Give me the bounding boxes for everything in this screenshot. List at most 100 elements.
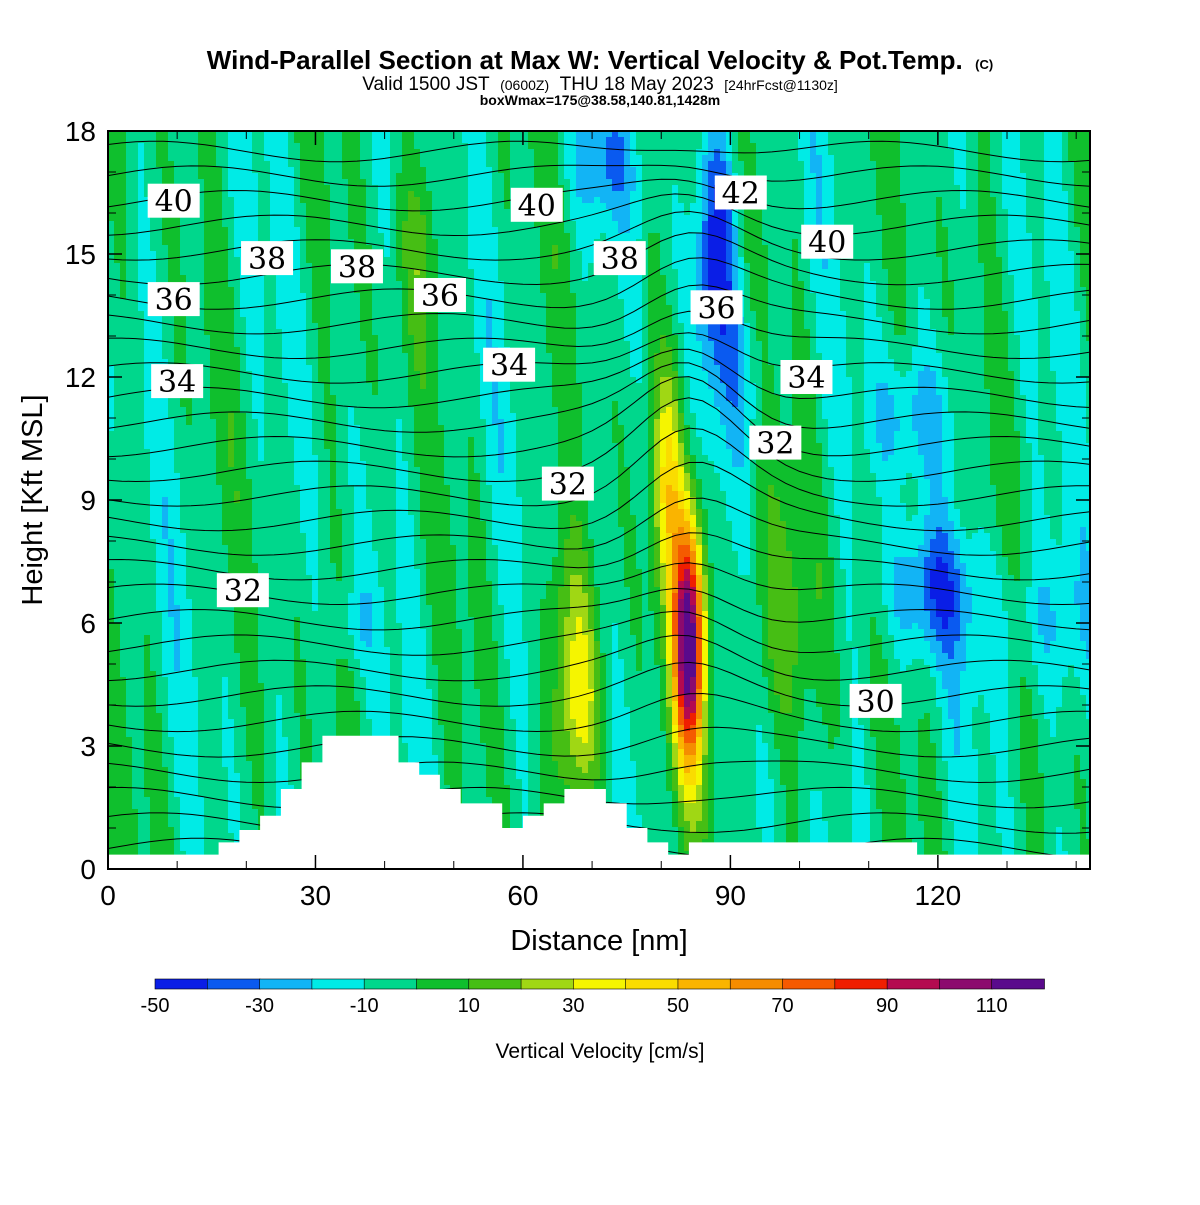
velocity-cell [144,149,151,156]
velocity-cell [636,149,643,156]
velocity-cell [162,149,169,156]
velocity-cell [336,215,343,222]
velocity-cell [1014,299,1021,306]
velocity-cell [1044,149,1051,156]
velocity-cell [222,227,229,234]
velocity-cell [1068,191,1075,198]
velocity-cell [498,281,505,288]
velocity-cell [414,251,421,258]
velocity-cell [474,137,481,144]
velocity-cell [852,245,859,252]
velocity-cell [306,239,313,246]
velocity-cell [894,215,901,222]
velocity-cell [624,155,631,162]
velocity-cell [912,149,919,156]
velocity-cell [492,197,499,204]
velocity-cell [978,191,985,198]
velocity-cell [684,185,691,192]
velocity-cell [984,197,991,204]
velocity-cell [690,167,697,174]
velocity-cell [1068,251,1075,258]
velocity-cell [600,173,607,180]
velocity-cell [810,161,817,168]
velocity-cell [312,299,319,306]
velocity-cell [636,281,643,288]
velocity-cell [564,155,571,162]
velocity-cell [312,257,319,264]
velocity-cell [192,275,199,282]
velocity-cell [822,281,829,288]
velocity-cell [276,209,283,216]
velocity-cell [678,269,685,276]
velocity-cell [858,251,865,258]
velocity-cell [942,149,949,156]
velocity-cell [336,227,343,234]
velocity-cell [510,305,517,312]
velocity-cell [984,287,991,294]
velocity-cell [618,209,625,216]
velocity-cell [1080,197,1087,204]
velocity-cell [834,143,841,150]
velocity-cell [930,197,937,204]
velocity-cell [282,311,289,318]
velocity-cell [912,227,919,234]
velocity-cell [774,257,781,264]
velocity-cell [1086,179,1090,186]
velocity-cell [888,275,895,282]
velocity-cell [768,215,775,222]
velocity-cell [444,197,451,204]
velocity-cell [426,209,433,216]
velocity-cell [306,203,313,210]
velocity-cell [600,275,607,282]
velocity-cell [120,155,127,162]
velocity-cell [432,173,439,180]
velocity-cell [222,215,229,222]
velocity-cell [1062,287,1069,294]
velocity-cell [408,155,415,162]
velocity-cell [648,227,655,234]
velocity-cell [1074,131,1081,138]
velocity-cell [216,155,223,162]
velocity-cell [726,131,733,138]
velocity-cell [882,239,889,246]
velocity-cell [312,215,319,222]
velocity-cell [840,155,847,162]
velocity-cell [1020,233,1027,240]
velocity-cell [540,137,547,144]
velocity-cell [930,263,937,270]
velocity-cell [474,281,481,288]
velocity-cell [396,197,403,204]
velocity-cell [1002,215,1009,222]
velocity-cell [882,215,889,222]
velocity-cell [480,305,487,312]
velocity-cell [414,209,421,216]
velocity-cell [984,239,991,246]
velocity-cell [924,149,931,156]
velocity-cell [924,245,931,252]
velocity-cell [696,197,703,204]
velocity-cell [444,221,451,228]
chart-title-tag: (C) [975,57,993,72]
velocity-cell [978,263,985,270]
velocity-cell [774,239,781,246]
velocity-cell [732,257,739,264]
velocity-cell [462,161,469,168]
velocity-cell [144,179,151,186]
velocity-cell [600,305,607,312]
velocity-cell [504,233,511,240]
velocity-cell [336,239,343,246]
velocity-cell [234,137,241,144]
velocity-cell [480,221,487,228]
velocity-cell [150,263,157,270]
velocity-cell [894,143,901,150]
velocity-cell [660,269,667,276]
velocity-cell [222,173,229,180]
velocity-cell [876,215,883,222]
velocity-cell [1056,197,1063,204]
velocity-cell [738,281,745,288]
velocity-cell [312,281,319,288]
velocity-cell [156,233,163,240]
velocity-cell [852,131,859,138]
velocity-cell [120,251,127,258]
velocity-cell [324,305,331,312]
